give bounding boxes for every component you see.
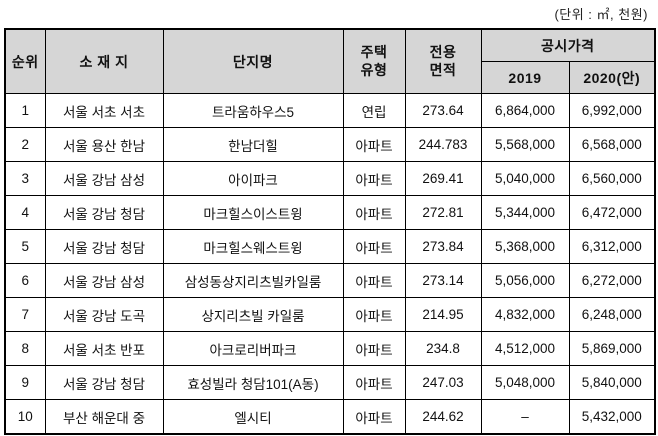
price-table: 순위 소 재 지 단지명 주택 유형 전용 면적 공시가격 2019 2020(… xyxy=(4,28,656,435)
header-year-2020: 2020(안) xyxy=(568,61,656,94)
cell-location: 서울 서초 반포 xyxy=(44,331,164,366)
header-rank: 순위 xyxy=(4,28,46,94)
cell-price-2019: 5,344,000 xyxy=(480,195,570,230)
cell-location: 부산 해운대 중 xyxy=(44,399,164,435)
cell-housing-type: 아파트 xyxy=(342,229,406,264)
table-row: 3 서울 강남 삼성 아이파크 아파트 269.41 5,040,000 6,5… xyxy=(4,161,656,196)
cell-rank: 6 xyxy=(4,263,46,298)
cell-housing-type: 아파트 xyxy=(342,399,406,435)
cell-price-2020: 6,248,000 xyxy=(568,297,656,332)
cell-area: 269.41 xyxy=(404,161,482,196)
cell-complex-name: 마크힐스웨스트윙 xyxy=(162,229,344,264)
cell-price-2020: 6,568,000 xyxy=(568,127,656,162)
cell-rank: 8 xyxy=(4,331,46,366)
cell-location: 서울 강남 청담 xyxy=(44,195,164,230)
cell-location: 서울 강남 도곡 xyxy=(44,297,164,332)
cell-rank: 10 xyxy=(4,399,46,435)
cell-price-2019: 6,864,000 xyxy=(480,93,570,128)
cell-area: 214.95 xyxy=(404,297,482,332)
cell-price-2020: 6,312,000 xyxy=(568,229,656,264)
table-row: 9 서울 강남 청담 효성빌라 청담101(A동) 아파트 247.03 5,0… xyxy=(4,365,656,400)
cell-complex-name: 효성빌라 청담101(A동) xyxy=(162,365,344,400)
cell-price-2020: 5,432,000 xyxy=(568,399,656,435)
cell-rank: 3 xyxy=(4,161,46,196)
cell-price-2020: 5,840,000 xyxy=(568,365,656,400)
cell-rank: 7 xyxy=(4,297,46,332)
cell-location: 서울 강남 삼성 xyxy=(44,161,164,196)
table-row: 2 서울 용산 한남 한남더힐 아파트 244.783 5,568,000 6,… xyxy=(4,127,656,162)
cell-housing-type: 아파트 xyxy=(342,127,406,162)
header-official-price: 공시가격 xyxy=(480,28,656,62)
cell-housing-type: 아파트 xyxy=(342,195,406,230)
cell-area: 234.8 xyxy=(404,331,482,366)
cell-housing-type: 아파트 xyxy=(342,297,406,332)
cell-housing-type: 아파트 xyxy=(342,365,406,400)
cell-location: 서울 강남 청담 xyxy=(44,229,164,264)
cell-rank: 1 xyxy=(4,93,46,128)
cell-price-2020: 6,992,000 xyxy=(568,93,656,128)
table-row: 5 서울 강남 청담 마크힐스웨스트윙 아파트 273.84 5,368,000… xyxy=(4,229,656,264)
header-exclusive-area: 전용 면적 xyxy=(404,28,482,94)
cell-rank: 9 xyxy=(4,365,46,400)
cell-location: 서울 서초 서초 xyxy=(44,93,164,128)
header-year-2019: 2019 xyxy=(480,61,570,94)
table-row: 1 서울 서초 서초 트라움하우스5 연립 273.64 6,864,000 6… xyxy=(4,93,656,128)
table-header: 순위 소 재 지 단지명 주택 유형 전용 면적 공시가격 2019 2020(… xyxy=(4,28,656,94)
header-location: 소 재 지 xyxy=(44,28,164,94)
cell-price-2019: 5,056,000 xyxy=(480,263,570,298)
cell-area: 273.84 xyxy=(404,229,482,264)
cell-housing-type: 아파트 xyxy=(342,331,406,366)
cell-price-2019: 4,512,000 xyxy=(480,331,570,366)
cell-location: 서울 강남 삼성 xyxy=(44,263,164,298)
cell-location: 서울 용산 한남 xyxy=(44,127,164,162)
table-row: 10 부산 해운대 중 엘시티 아파트 244.62 – 5,432,000 xyxy=(4,399,656,435)
cell-price-2020: 6,472,000 xyxy=(568,195,656,230)
cell-complex-name: 마크힐스이스트윙 xyxy=(162,195,344,230)
table-body: 1 서울 서초 서초 트라움하우스5 연립 273.64 6,864,000 6… xyxy=(4,93,656,435)
cell-price-2020: 6,272,000 xyxy=(568,263,656,298)
cell-complex-name: 삼성동상지리츠빌카일룸 xyxy=(162,263,344,298)
cell-rank: 2 xyxy=(4,127,46,162)
cell-price-2020: 6,560,000 xyxy=(568,161,656,196)
table-row: 6 서울 강남 삼성 삼성동상지리츠빌카일룸 아파트 273.14 5,056,… xyxy=(4,263,656,298)
header-complex-name: 단지명 xyxy=(162,28,344,94)
cell-price-2019: – xyxy=(480,399,570,435)
cell-area: 272.81 xyxy=(404,195,482,230)
cell-housing-type: 아파트 xyxy=(342,263,406,298)
cell-area: 244.783 xyxy=(404,127,482,162)
table-row: 7 서울 강남 도곡 상지리츠빌 카일룸 아파트 214.95 4,832,00… xyxy=(4,297,656,332)
cell-location: 서울 강남 청담 xyxy=(44,365,164,400)
cell-housing-type: 연립 xyxy=(342,93,406,128)
cell-complex-name: 아이파크 xyxy=(162,161,344,196)
cell-price-2019: 5,568,000 xyxy=(480,127,570,162)
unit-note: (단위 : ㎡, 천원) xyxy=(554,7,648,22)
cell-price-2019: 5,040,000 xyxy=(480,161,570,196)
table-row: 8 서울 서초 반포 아크로리버파크 아파트 234.8 4,512,000 5… xyxy=(4,331,656,366)
cell-area: 273.64 xyxy=(404,93,482,128)
cell-area: 273.14 xyxy=(404,263,482,298)
cell-price-2019: 5,368,000 xyxy=(480,229,570,264)
cell-housing-type: 아파트 xyxy=(342,161,406,196)
cell-rank: 4 xyxy=(4,195,46,230)
cell-complex-name: 아크로리버파크 xyxy=(162,331,344,366)
cell-complex-name: 상지리츠빌 카일룸 xyxy=(162,297,344,332)
cell-rank: 5 xyxy=(4,229,46,264)
cell-area: 244.62 xyxy=(404,399,482,435)
cell-area: 247.03 xyxy=(404,365,482,400)
table-row: 4 서울 강남 청담 마크힐스이스트윙 아파트 272.81 5,344,000… xyxy=(4,195,656,230)
cell-price-2020: 5,869,000 xyxy=(568,331,656,366)
cell-price-2019: 4,832,000 xyxy=(480,297,570,332)
header-housing-type: 주택 유형 xyxy=(342,28,406,94)
cell-price-2019: 5,048,000 xyxy=(480,365,570,400)
cell-complex-name: 엘시티 xyxy=(162,399,344,435)
cell-complex-name: 트라움하우스5 xyxy=(162,93,344,128)
cell-complex-name: 한남더힐 xyxy=(162,127,344,162)
